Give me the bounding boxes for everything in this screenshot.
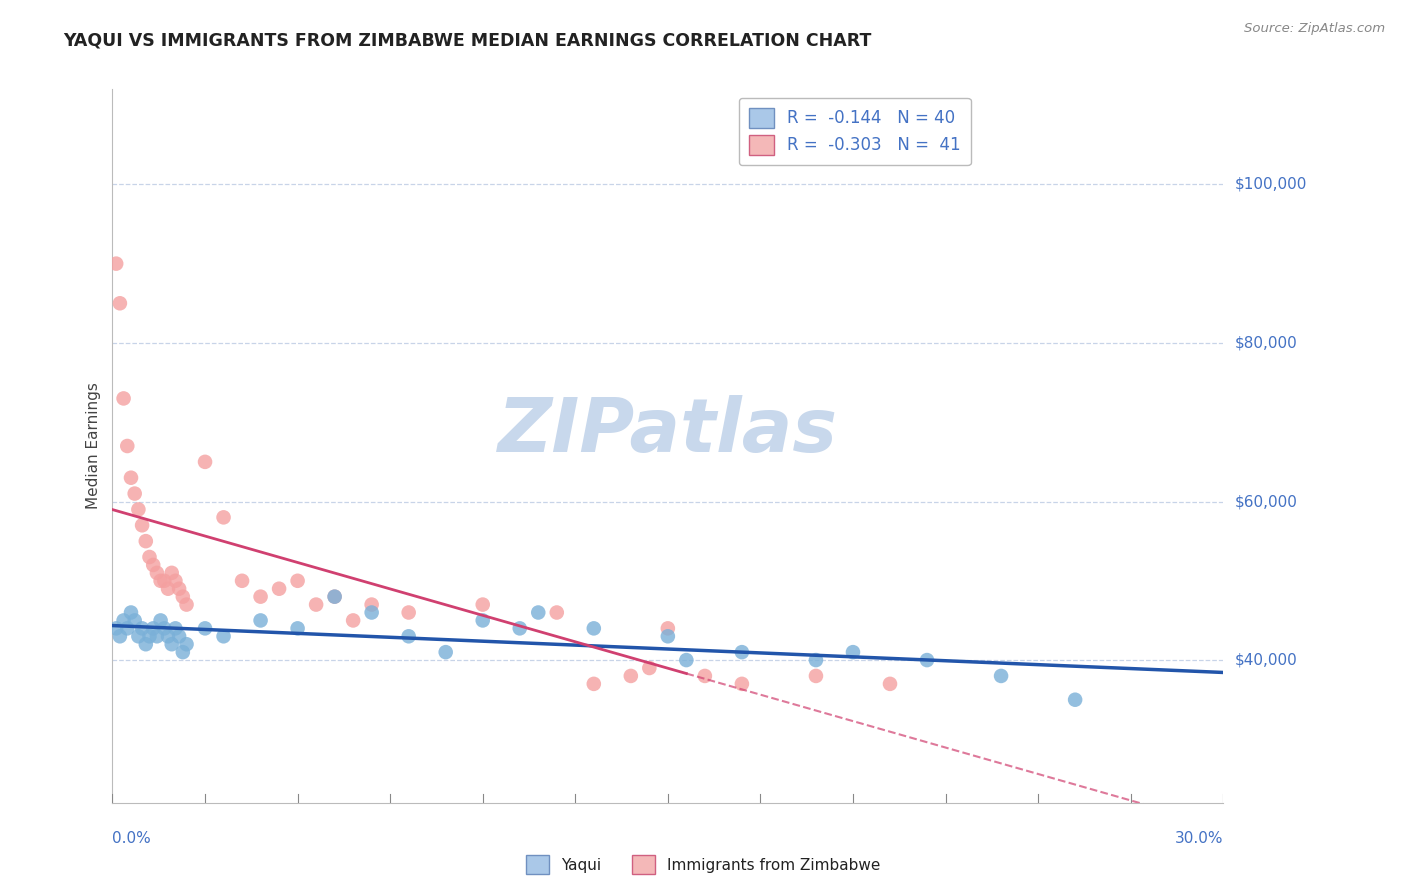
Point: [135, 637, 157, 651]
Point: [120, 606, 142, 620]
Point: [398, 629, 420, 643]
Text: $40,000: $40,000: [1234, 653, 1298, 667]
Point: [142, 558, 165, 572]
Point: [546, 606, 568, 620]
Point: [434, 645, 457, 659]
Point: [142, 621, 165, 635]
Point: [731, 645, 754, 659]
Point: [165, 574, 187, 588]
Point: [212, 629, 235, 643]
Point: [990, 669, 1012, 683]
Point: [135, 534, 157, 549]
Point: [127, 502, 149, 516]
Point: [915, 653, 938, 667]
Point: [249, 614, 271, 628]
Legend: Yaqui, Immigrants from Zimbabwe: Yaqui, Immigrants from Zimbabwe: [520, 849, 886, 880]
Point: [172, 645, 194, 659]
Point: [804, 669, 827, 683]
Point: [127, 629, 149, 643]
Text: 0.0%: 0.0%: [112, 830, 152, 846]
Point: [172, 590, 194, 604]
Point: [131, 621, 153, 635]
Point: [149, 574, 172, 588]
Point: [323, 590, 346, 604]
Point: [620, 669, 643, 683]
Y-axis label: Median Earnings: Median Earnings: [86, 383, 101, 509]
Point: [112, 392, 135, 406]
Point: [657, 621, 679, 635]
Point: [267, 582, 291, 596]
Point: [879, 677, 901, 691]
Point: [194, 455, 217, 469]
Point: [146, 629, 169, 643]
Point: [1064, 692, 1087, 706]
Point: [638, 661, 661, 675]
Point: [153, 621, 176, 635]
Point: [693, 669, 716, 683]
Point: [160, 566, 183, 580]
Legend: R =  -0.144   N = 40, R =  -0.303   N =  41: R = -0.144 N = 40, R = -0.303 N = 41: [738, 97, 970, 165]
Point: [231, 574, 253, 588]
Point: [138, 549, 160, 564]
Text: YAQUI VS IMMIGRANTS FROM ZIMBABWE MEDIAN EARNINGS CORRELATION CHART: YAQUI VS IMMIGRANTS FROM ZIMBABWE MEDIAN…: [63, 31, 872, 49]
Point: [176, 598, 198, 612]
Point: [305, 598, 328, 612]
Point: [165, 621, 187, 635]
Point: [804, 653, 827, 667]
Text: 30.0%: 30.0%: [1175, 830, 1223, 846]
Text: ZIPatlas: ZIPatlas: [498, 395, 838, 468]
Point: [108, 296, 131, 310]
Point: [117, 621, 139, 635]
Point: [509, 621, 531, 635]
Point: [112, 614, 135, 628]
Point: [176, 637, 198, 651]
Point: [287, 621, 309, 635]
Point: [153, 574, 176, 588]
Point: [124, 486, 146, 500]
Text: $60,000: $60,000: [1234, 494, 1298, 509]
Point: [471, 614, 494, 628]
Point: [360, 606, 382, 620]
Point: [157, 629, 180, 643]
Point: [124, 614, 146, 628]
Point: [117, 439, 139, 453]
Point: [212, 510, 235, 524]
Point: [160, 637, 183, 651]
Point: [842, 645, 865, 659]
Point: [287, 574, 309, 588]
Point: [360, 598, 382, 612]
Point: [249, 590, 271, 604]
Point: [675, 653, 697, 667]
Point: [157, 582, 180, 596]
Point: [398, 606, 420, 620]
Text: $100,000: $100,000: [1234, 177, 1306, 192]
Point: [527, 606, 550, 620]
Point: [167, 629, 190, 643]
Point: [731, 677, 754, 691]
Point: [471, 598, 494, 612]
Point: [582, 677, 605, 691]
Point: [108, 629, 131, 643]
Point: [138, 629, 160, 643]
Point: [131, 518, 153, 533]
Point: [105, 621, 128, 635]
Point: [657, 629, 679, 643]
Point: [105, 257, 128, 271]
Text: Source: ZipAtlas.com: Source: ZipAtlas.com: [1244, 22, 1385, 36]
Point: [120, 471, 142, 485]
Point: [149, 614, 172, 628]
Point: [582, 621, 605, 635]
Point: [323, 590, 346, 604]
Point: [342, 614, 364, 628]
Point: [194, 621, 217, 635]
Point: [146, 566, 169, 580]
Point: [167, 582, 190, 596]
Text: $80,000: $80,000: [1234, 335, 1298, 351]
